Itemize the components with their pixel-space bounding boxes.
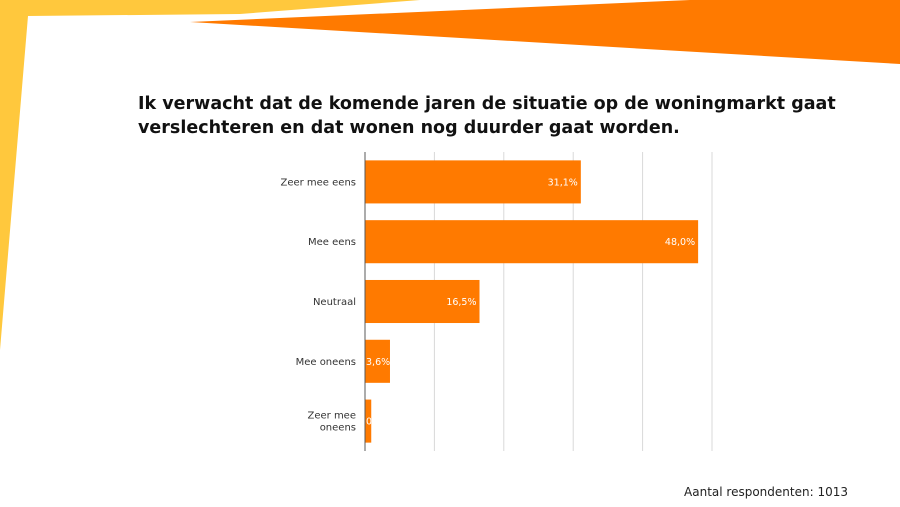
bars: 31,1% 48,0% 16,5% 3,6% 0,9%	[365, 160, 699, 443]
bar	[365, 399, 372, 443]
orange-banner-shape	[190, 0, 900, 64]
bar-value-label: 31,1%	[548, 177, 578, 188]
category-labels: Zeer mee eens Mee eens Neutraal Mee oneens Z…	[280, 177, 356, 433]
bar	[365, 339, 390, 383]
bar	[365, 279, 480, 324]
category-label: Mee eens	[308, 237, 356, 248]
bar-value-label: 16,5%	[446, 297, 476, 308]
bar	[365, 220, 699, 264]
bar-value-label: 3,6%	[366, 357, 390, 368]
category-label: Zeer mee oneens	[308, 411, 357, 434]
chart-title: Ik verwacht dat de komende jaren de situ…	[138, 94, 836, 138]
bar-value-label: 48,0%	[665, 237, 695, 248]
bar	[365, 160, 581, 204]
respondent-count: Aantal respondenten: 1013	[684, 485, 848, 499]
category-label: Mee oneens	[296, 357, 356, 368]
category-label: Zeer mee eens	[280, 177, 356, 188]
category-label: Neutraal	[313, 297, 356, 308]
bar-value-label: 0,9%	[366, 417, 390, 428]
